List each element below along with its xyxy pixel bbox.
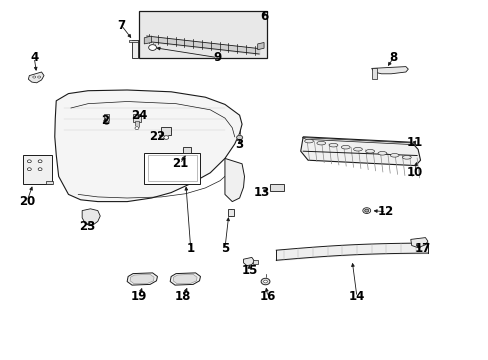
Polygon shape	[28, 72, 44, 83]
Text: 4: 4	[30, 51, 38, 64]
Text: 1: 1	[186, 242, 194, 255]
Polygon shape	[410, 238, 427, 248]
Bar	[161, 127, 171, 135]
Bar	[104, 114, 109, 121]
Polygon shape	[129, 40, 138, 42]
Circle shape	[38, 168, 42, 171]
Ellipse shape	[402, 156, 410, 159]
Polygon shape	[253, 260, 258, 264]
Polygon shape	[130, 274, 154, 284]
Polygon shape	[127, 273, 157, 285]
Polygon shape	[243, 257, 254, 266]
Text: 17: 17	[414, 242, 430, 255]
Ellipse shape	[365, 149, 374, 153]
Circle shape	[104, 121, 109, 124]
Polygon shape	[228, 209, 233, 216]
Bar	[23, 155, 52, 184]
Text: 18: 18	[175, 291, 191, 303]
Ellipse shape	[316, 141, 325, 145]
Text: 22: 22	[149, 130, 165, 143]
Text: 23: 23	[79, 220, 95, 233]
Text: 12: 12	[377, 205, 394, 218]
Circle shape	[236, 135, 242, 140]
Bar	[269, 184, 283, 191]
Polygon shape	[46, 181, 53, 184]
Text: 15: 15	[241, 264, 257, 276]
Bar	[133, 114, 141, 122]
Text: 13: 13	[253, 186, 269, 199]
Polygon shape	[371, 67, 407, 74]
Text: 3: 3	[235, 138, 243, 150]
Text: 2: 2	[101, 114, 109, 127]
Ellipse shape	[341, 145, 349, 149]
Text: 11: 11	[406, 136, 422, 149]
Bar	[131, 40, 138, 58]
Circle shape	[364, 209, 368, 212]
Text: 14: 14	[348, 291, 365, 303]
Ellipse shape	[377, 152, 386, 155]
Text: 10: 10	[406, 166, 422, 179]
Ellipse shape	[353, 148, 362, 151]
Bar	[135, 121, 139, 127]
Polygon shape	[144, 36, 151, 44]
Text: 7: 7	[117, 19, 125, 32]
Polygon shape	[170, 273, 200, 285]
Circle shape	[261, 278, 269, 285]
Text: 9: 9	[213, 51, 221, 64]
Circle shape	[163, 136, 168, 139]
Circle shape	[27, 168, 31, 171]
Polygon shape	[300, 137, 420, 166]
Circle shape	[38, 76, 41, 78]
Bar	[139, 11, 266, 58]
Text: 8: 8	[389, 51, 397, 64]
Polygon shape	[302, 138, 414, 145]
Circle shape	[148, 45, 156, 50]
Polygon shape	[82, 209, 100, 225]
Polygon shape	[173, 274, 197, 284]
Polygon shape	[371, 68, 376, 79]
Polygon shape	[55, 90, 242, 202]
Text: 21: 21	[171, 157, 188, 170]
Text: 5: 5	[221, 242, 228, 255]
Ellipse shape	[328, 143, 337, 147]
Text: 20: 20	[19, 195, 35, 208]
Ellipse shape	[389, 153, 398, 157]
Polygon shape	[224, 158, 244, 202]
Circle shape	[135, 127, 139, 130]
Bar	[147, 155, 196, 181]
Circle shape	[38, 160, 42, 163]
Text: 6: 6	[260, 10, 267, 23]
Text: 16: 16	[259, 291, 276, 303]
Bar	[144, 153, 200, 184]
Circle shape	[33, 76, 36, 78]
Ellipse shape	[304, 139, 313, 143]
Circle shape	[27, 160, 31, 163]
Bar	[183, 147, 191, 153]
Circle shape	[263, 280, 267, 283]
Text: 24: 24	[131, 109, 147, 122]
Polygon shape	[257, 42, 264, 50]
Circle shape	[362, 208, 370, 213]
Text: 19: 19	[131, 291, 147, 303]
